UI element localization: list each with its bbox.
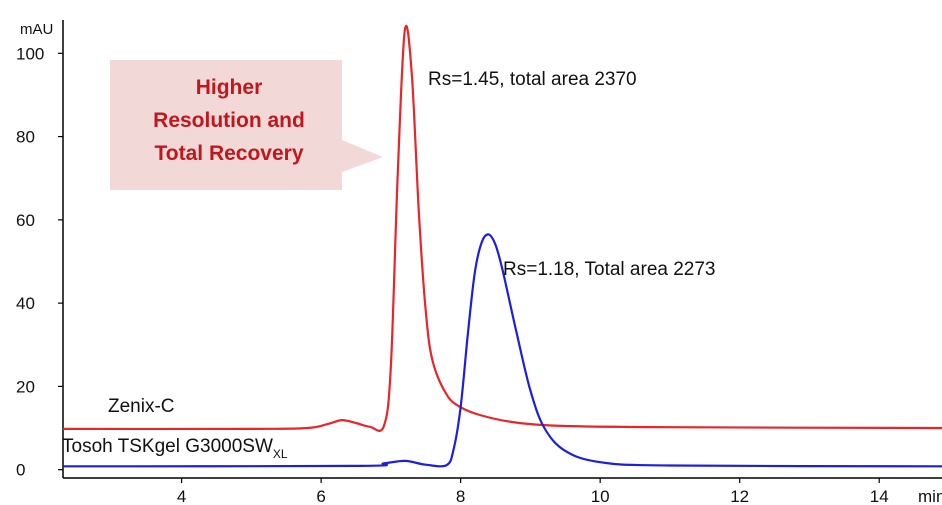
- y-tick-label: 0: [16, 461, 25, 480]
- x-axis-ticks: 4 6 8 10 12 14: [177, 478, 889, 505]
- series-line-tosoh: [62, 233, 942, 468]
- callout-text-group: Higher Resolution and Total Recovery: [153, 76, 305, 165]
- series-label-tosoh-subscript: XL: [273, 447, 288, 461]
- callout-line: Resolution and: [153, 109, 305, 132]
- x-axis-unit-label: min: [918, 487, 942, 505]
- series-lines: [62, 24, 942, 468]
- series-label-tosoh: Tosoh TSKgel G3000SWXL: [62, 436, 288, 461]
- x-tick-label: 8: [456, 487, 465, 505]
- y-tick-label: 20: [16, 377, 35, 396]
- callout-line: Total Recovery: [155, 142, 304, 165]
- series-label-zenix-c: Zenix-C: [108, 396, 175, 417]
- callout-box: [110, 60, 383, 190]
- x-tick-label: 12: [730, 487, 749, 505]
- annotation-tosoh: Rs=1.18, Total area 2273: [503, 259, 716, 280]
- x-tick-label: 14: [870, 487, 889, 505]
- series-label-tosoh-main: Tosoh TSKgel G3000SW: [62, 436, 273, 457]
- series-line-zenix-c: [62, 24, 942, 432]
- y-axis-unit-label: mAU: [20, 21, 53, 38]
- x-tick-label: 10: [591, 487, 610, 505]
- y-tick-label: 40: [16, 294, 35, 313]
- x-tick-label: 6: [316, 487, 325, 505]
- y-tick-label: 60: [16, 211, 35, 230]
- annotation-zenix-c: Rs=1.45, total area 2370: [428, 69, 637, 90]
- y-axis-ticks: 0 20 40 60 80 100: [16, 44, 63, 480]
- y-tick-label: 100: [16, 44, 44, 63]
- x-tick-label: 4: [177, 487, 186, 505]
- y-tick-label: 80: [16, 128, 35, 147]
- callout-line: Higher: [196, 76, 263, 99]
